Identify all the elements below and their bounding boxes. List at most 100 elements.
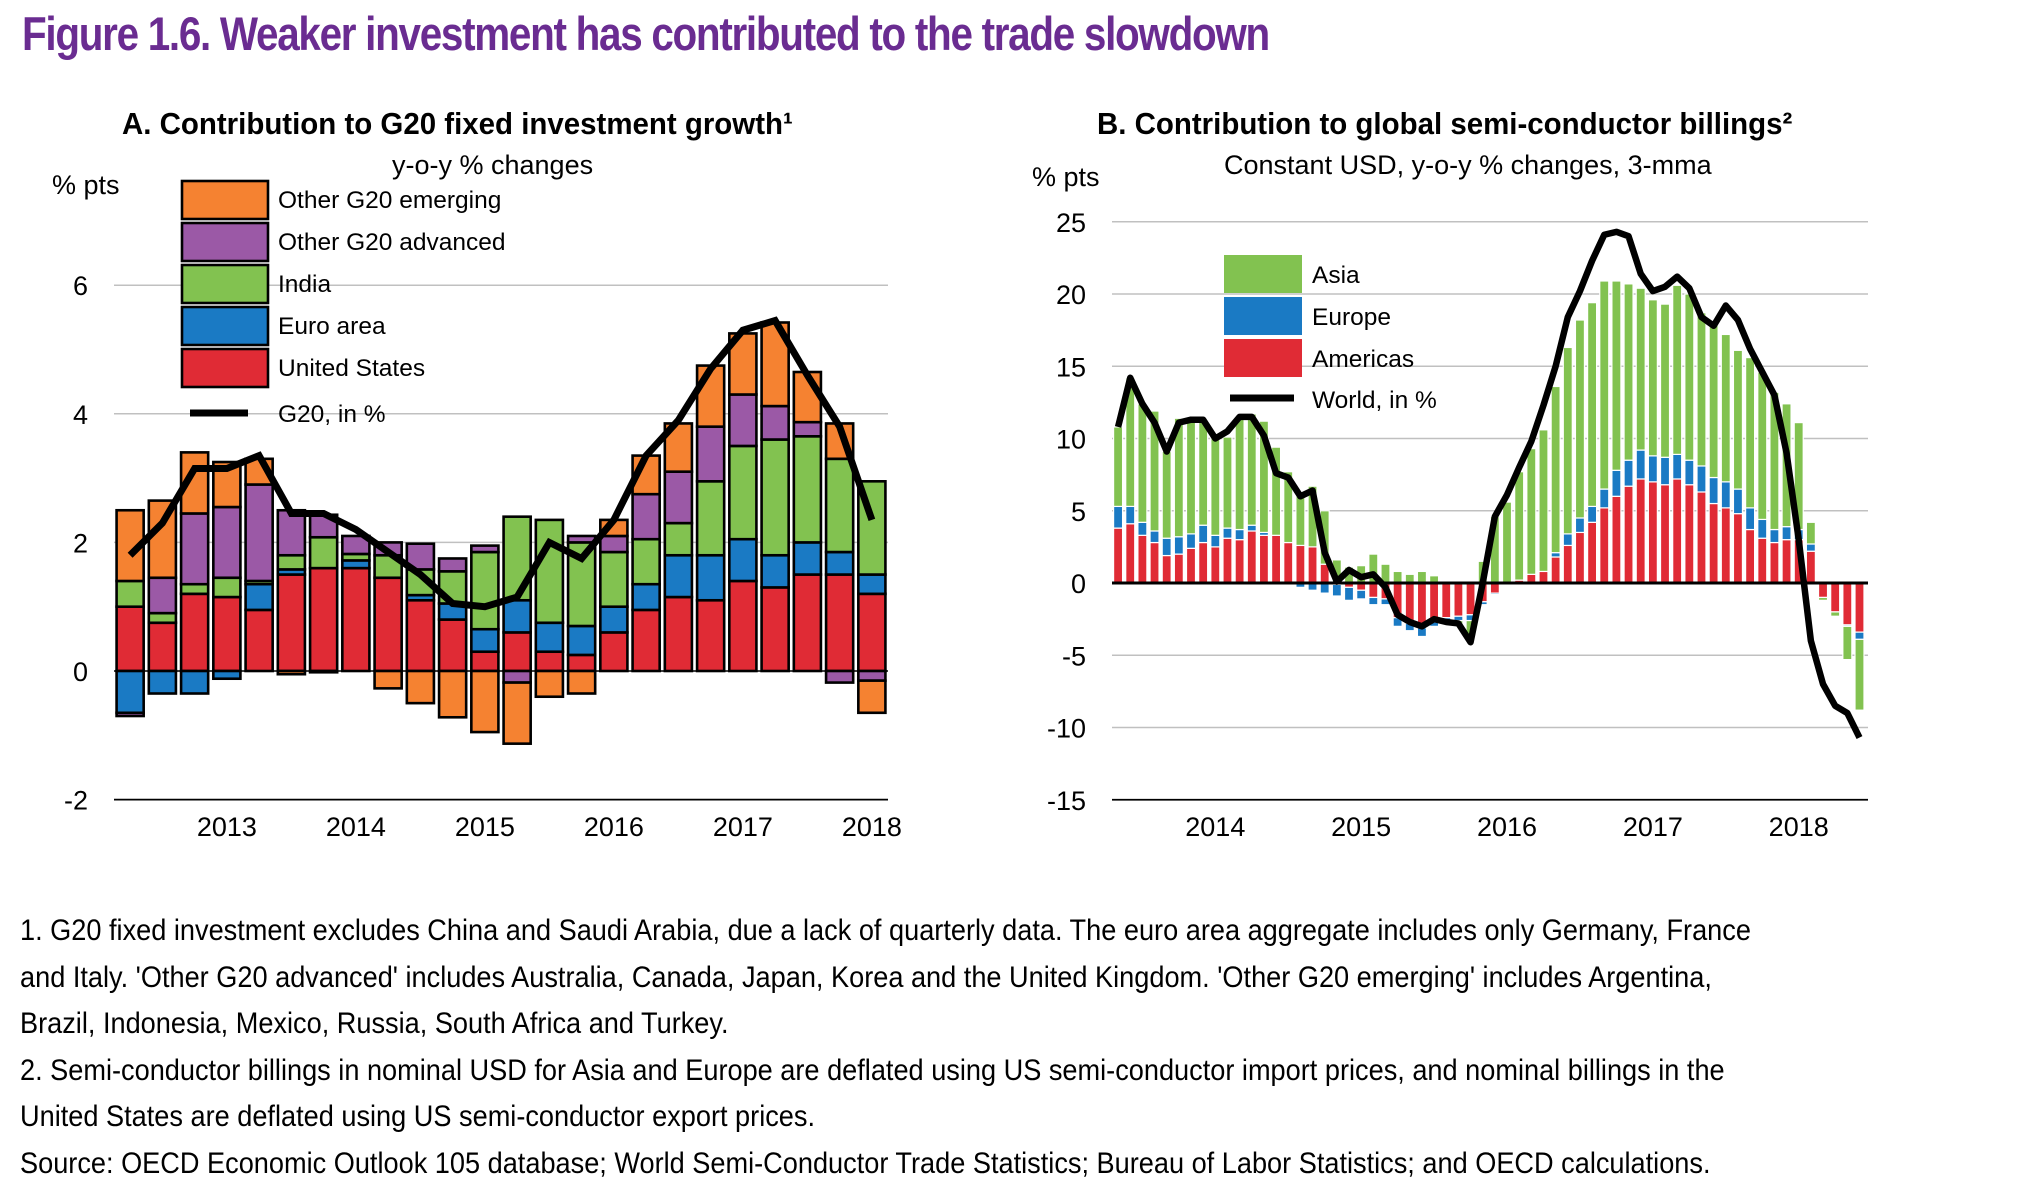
y-tick-label: 5 — [1071, 497, 1086, 527]
bar-segment-europe — [1721, 482, 1730, 508]
legend-label: World, in % — [1312, 387, 1437, 414]
bar-segment-europe — [1138, 522, 1147, 535]
bar-segment-europe — [1733, 489, 1742, 514]
bar-segment-americas — [1721, 508, 1730, 583]
bar-segment-asia — [1746, 358, 1755, 508]
bar-segment-asia — [1114, 427, 1123, 506]
bar-segment-asia — [1733, 350, 1742, 489]
bar-segment-asia — [1709, 324, 1718, 477]
legend-label: Asia — [1312, 262, 1360, 289]
bar-segment-asia — [1758, 372, 1767, 519]
bar-segment-asia — [1138, 404, 1147, 522]
bar-segment-americas — [1661, 485, 1670, 583]
bar-segment-asia — [1247, 414, 1256, 525]
bar-segment-americas — [1758, 538, 1767, 583]
bar-segment-europe — [1174, 537, 1183, 554]
bar-segment-europe — [1332, 584, 1341, 596]
bar-segment-americas — [1296, 545, 1305, 583]
bar-segment-europe — [1223, 528, 1232, 538]
legend-swatch-blue — [1224, 297, 1302, 335]
bar-segment-europe — [1162, 538, 1171, 555]
bar-segment-asia — [1393, 571, 1402, 583]
footnote-line: Source: OECD Economic Outlook 105 databa… — [20, 1141, 2007, 1187]
bar-segment-asia — [1855, 639, 1864, 710]
bar-segment-europe — [1697, 466, 1706, 492]
legend-swatch-green — [1224, 255, 1302, 293]
bar-segment-asia — [1673, 285, 1682, 454]
bar-segment-americas — [1831, 583, 1840, 612]
bar-segment-europe — [1563, 534, 1572, 546]
bar-segment-asia — [1685, 294, 1694, 460]
bar-segment-europe — [1746, 508, 1755, 530]
bar-segment-asia — [1697, 313, 1706, 466]
bar-segment-asia — [1624, 284, 1633, 460]
bar-segment-asia — [1819, 597, 1828, 600]
bar-segment-americas — [1806, 551, 1815, 583]
bar-segment-asia — [1721, 334, 1730, 481]
bar-segment-americas — [1272, 535, 1281, 583]
bar-segment-americas — [1259, 535, 1268, 583]
bar-segment-europe — [1211, 535, 1220, 547]
footnote-line: and Italy. 'Other G20 advanced' includes… — [20, 955, 2007, 1002]
footnote-line: 1. G20 fixed investment excludes China a… — [20, 908, 2007, 955]
bar-segment-europe — [1685, 460, 1694, 485]
bar-segment-europe — [1588, 506, 1597, 522]
bar-segment-asia — [1417, 571, 1426, 583]
bar-segment-europe — [1247, 525, 1256, 531]
x-tick-label: 2016 — [1477, 812, 1537, 842]
bar-segment-asia — [1575, 320, 1584, 518]
bar-segment-americas — [1636, 479, 1645, 583]
bar-segment-americas — [1588, 522, 1597, 583]
bar-segment-europe — [1114, 506, 1123, 528]
bar-segment-americas — [1612, 496, 1621, 583]
bar-segment-europe — [1636, 450, 1645, 479]
bar-segment-europe — [1345, 587, 1354, 600]
bar-segment-americas — [1223, 538, 1232, 583]
bar-segment-asia — [1661, 304, 1670, 457]
bar-segment-asia — [1588, 303, 1597, 507]
bar-segment-americas — [1782, 540, 1791, 583]
bar-segment-americas — [1600, 508, 1609, 583]
bar-segment-europe — [1855, 632, 1864, 639]
bar-segment-americas — [1187, 548, 1196, 583]
bar-segment-europe — [1600, 489, 1609, 508]
bar-segment-europe — [1770, 530, 1779, 543]
bar-segment-asia — [1187, 421, 1196, 534]
bar-segment-europe — [1235, 530, 1244, 540]
bar-segment-asia — [1612, 281, 1621, 470]
bar-segment-europe — [1150, 531, 1159, 543]
bar-segment-americas — [1199, 543, 1208, 583]
y-tick-label: -10 — [1047, 714, 1086, 744]
bar-segment-europe — [1673, 454, 1682, 479]
bar-segment-americas — [1211, 547, 1220, 583]
bar-segment-americas — [1150, 543, 1159, 583]
x-tick-label: 2014 — [1185, 812, 1245, 842]
bar-segment-asia — [1211, 434, 1220, 535]
bar-segment-europe — [1782, 527, 1791, 540]
bar-segment-europe — [1369, 597, 1378, 604]
bar-segment-americas — [1247, 531, 1256, 583]
bar-segment-europe — [1661, 457, 1670, 484]
bar-segment-asia — [1551, 386, 1560, 552]
bar-segment-europe — [1320, 583, 1329, 593]
bar-segment-asia — [1199, 420, 1208, 525]
bar-segment-asia — [1223, 437, 1232, 528]
bar-segment-americas — [1770, 543, 1779, 583]
bar-segment-europe — [1612, 470, 1621, 496]
bar-segment-americas — [1174, 554, 1183, 583]
legend-swatch-red — [1224, 339, 1302, 377]
bar-segment-americas — [1284, 543, 1293, 583]
bar-segment-europe — [1490, 593, 1499, 594]
bar-segment-americas — [1575, 532, 1584, 583]
bar-segment-asia — [1296, 495, 1305, 546]
bar-segment-americas — [1624, 486, 1633, 583]
bar-segment-americas — [1539, 571, 1548, 583]
bar-segment-europe — [1758, 519, 1767, 538]
bar-segment-europe — [1357, 590, 1366, 599]
bar-segment-asia — [1162, 452, 1171, 539]
bar-segment-asia — [1515, 472, 1524, 580]
legend-label: Americas — [1312, 346, 1414, 373]
bar-segment-americas — [1685, 485, 1694, 583]
x-tick-label: 2015 — [1331, 812, 1391, 842]
